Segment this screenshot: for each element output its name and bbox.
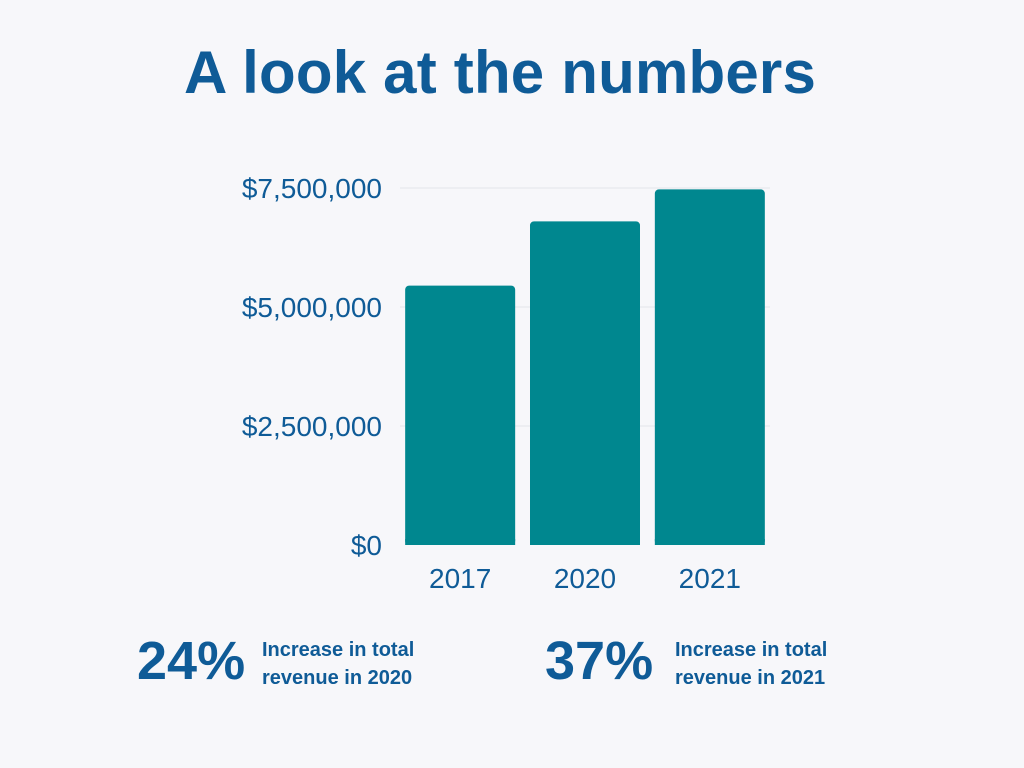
stat-2020: 24% Increase in total revenue in 2020: [137, 630, 467, 700]
stat-line: revenue in 2020: [262, 667, 413, 689]
x-tick-label: 2017: [429, 563, 491, 594]
y-tick-label: $0: [351, 530, 382, 561]
bar-2017: [405, 285, 516, 545]
y-tick-label: $7,500,000: [242, 173, 382, 204]
stat-description: Increase in total revenue in 2020: [262, 636, 462, 692]
stat-2021: 37% Increase in total revenue in 2021: [545, 630, 875, 700]
bar-base-2021: [654, 539, 765, 545]
bar-2020: [530, 221, 640, 545]
page-title: A look at the numbers: [183, 39, 817, 106]
stat-line: Increase in total: [675, 639, 828, 661]
x-axis-ticks: 2017 2020 2021: [429, 563, 741, 594]
y-axis-ticks: $0 $2,500,000 $5,000,000 $7,500,000: [242, 173, 382, 561]
y-tick-label: $2,500,000: [242, 411, 382, 442]
y-tick-label: $5,000,000: [242, 292, 382, 323]
stat-value: 24%: [137, 631, 246, 691]
bar-base-2020: [530, 539, 640, 545]
stat-value: 37%: [545, 631, 654, 691]
x-tick-label: 2021: [679, 563, 741, 594]
bar-2021: [654, 189, 765, 546]
stat-line: revenue in 2021: [675, 667, 826, 689]
stat-line: Increase in total: [262, 639, 415, 661]
bar-base-2017: [405, 539, 516, 545]
x-tick-label: 2020: [554, 563, 616, 594]
bars: [405, 189, 765, 546]
stat-description: Increase in total revenue in 2021: [675, 636, 875, 692]
